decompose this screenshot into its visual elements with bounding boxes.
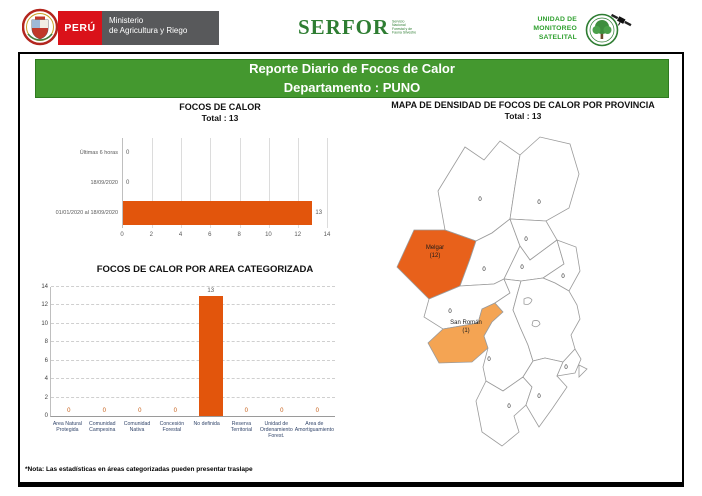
province-el-collao [475, 376, 533, 447]
report-header: PERÚ Ministerio de Agricultura y Riego S… [0, 0, 702, 52]
chart2-plot-area: 0 2 4 6 8 10 12 14 0 0 0 0 13 0 0 0 [41, 284, 335, 419]
chart-area-categorizada: FOCOS DE CALOR POR AREA CATEGORIZADA 0 2… [30, 264, 380, 469]
chart-focos-de-calor: FOCOS DE CALOR Total : 13 Últimas 6 hora… [56, 100, 380, 260]
serfor-tagline: Servicio Nacional Forestal y de Fauna Si… [392, 20, 417, 35]
svg-text:0: 0 [507, 404, 511, 410]
peru-brand-badge: PERÚ [58, 11, 102, 45]
monitoring-unit-tree-icon [585, 13, 632, 47]
serfor-logo: SERFOR Servicio Nacional Forestal y de F… [298, 15, 434, 40]
svg-text:0: 0 [482, 267, 486, 273]
report-body: Reporte Diario de Focos de Calor Departa… [18, 52, 684, 487]
bar-column: 0 [102, 408, 106, 414]
bar-column: 0 [244, 408, 248, 414]
serfor-wordmark: SERFOR [298, 15, 390, 40]
province-yunguyo [556, 348, 582, 377]
report-title-bar: Reporte Diario de Focos de Calor Departa… [35, 59, 669, 98]
footer-note: *Nota: Las estadísticas en áreas categor… [25, 466, 253, 473]
satellite-icon [610, 13, 632, 27]
peru-label: PERÚ [64, 22, 96, 34]
report-title-line1: Reporte Diario de Focos de Calor [249, 60, 455, 76]
monitoring-unit-label: UNIDAD DE MONITOREO SATELITAL [533, 16, 577, 41]
bar-column-no-definida: 13 [193, 287, 229, 416]
svg-text:Melgar: Melgar [426, 245, 444, 251]
svg-text:0: 0 [564, 365, 568, 371]
province-yunguyo-exclave [578, 364, 588, 378]
bar-row-acumulado: 13 [123, 198, 327, 228]
peru-coat-of-arms-icon [22, 8, 58, 46]
ministry-badge: Ministerio de Agricultura y Riego [102, 11, 219, 45]
bar-acumulado [123, 201, 313, 225]
report-title-line2: Departamento : PUNO [283, 79, 421, 95]
bar-column: 0 [138, 408, 142, 414]
svg-text:0: 0 [520, 265, 524, 271]
map-total: Total : 13 [504, 111, 542, 121]
puno-province-map: 0 0 Melgar (12) 0 0 0 0 0 San Román (1) … [396, 136, 588, 447]
svg-text:0: 0 [537, 394, 541, 400]
svg-text:San Román: San Román [450, 320, 482, 326]
bar-column: 0 [280, 408, 284, 414]
bar-row-ultimas-6-horas: 0 [126, 150, 130, 156]
svg-text:0: 0 [478, 197, 482, 203]
map-title: MAPA DE DENSIDAD DE FOCOS DE CALOR POR P… [391, 100, 655, 110]
svg-text:0: 0 [524, 237, 528, 243]
ministry-line1: Ministerio [109, 16, 144, 25]
chart1-total: Total : 13 [201, 113, 239, 123]
svg-text:(1): (1) [462, 328, 469, 334]
ministry-line2: de Agricultura y Riego [109, 26, 188, 35]
svg-text:0: 0 [448, 309, 452, 315]
bar-column: 0 [173, 408, 177, 414]
province-chucuito [522, 357, 568, 428]
svg-text:(12): (12) [430, 253, 441, 259]
bar-no-definida [198, 296, 223, 416]
bar-column: 0 [315, 408, 319, 414]
bar-row-fecha: 0 [126, 180, 130, 186]
svg-text:0: 0 [537, 200, 541, 206]
chart1-plot-area: 0 0 13 [122, 138, 328, 228]
chart1-x-axis: 0 2 4 6 8 10 12 14 [120, 232, 331, 238]
density-map-section: MAPA DE DENSIDAD DE FOCOS DE CALOR POR P… [368, 100, 678, 480]
chart1-title: FOCOS DE CALOR [179, 102, 261, 112]
chart2-x-axis: Area Natural Protegida Comunidad Campesi… [52, 421, 334, 440]
lake-island [531, 320, 541, 328]
chart2-title: FOCOS DE CALOR POR AREA CATEGORIZADA [96, 264, 314, 275]
lake-island [523, 297, 533, 305]
svg-text:0: 0 [487, 357, 491, 363]
bar-column: 0 [67, 408, 71, 414]
svg-text:0: 0 [561, 274, 565, 280]
chart1-category-labels: Últimas 6 horas 18/09/2020 01/01/2020 al… [55, 150, 118, 216]
province-sandia [509, 136, 580, 222]
